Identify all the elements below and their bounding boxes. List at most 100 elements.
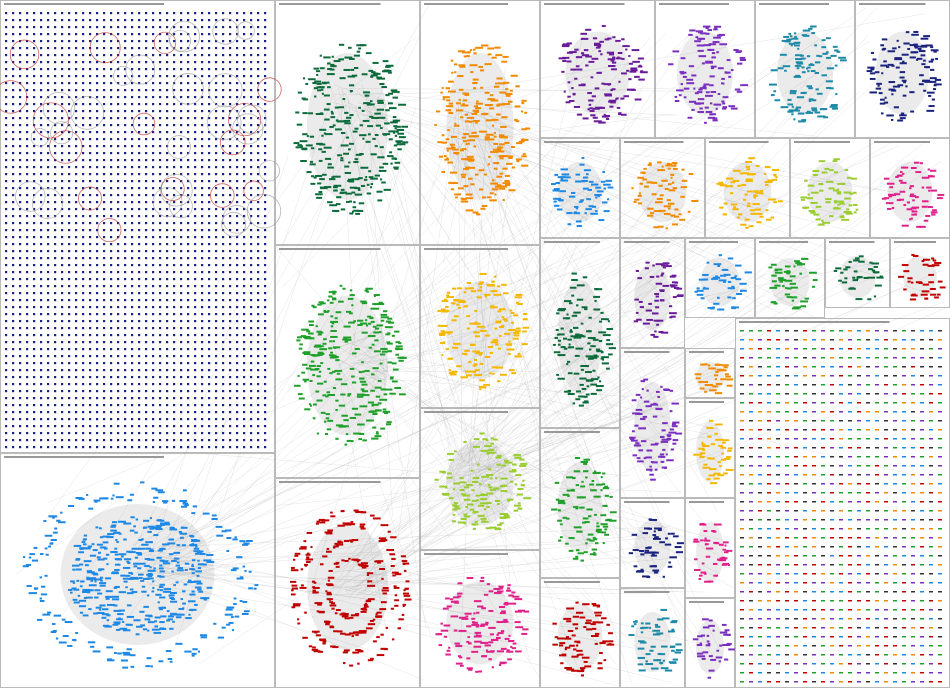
node — [396, 125, 401, 128]
node — [152, 271, 155, 274]
node — [124, 292, 127, 295]
node — [122, 620, 125, 623]
node — [68, 103, 71, 106]
edge — [450, 132, 680, 464]
node — [194, 257, 197, 260]
node — [474, 173, 479, 176]
node — [145, 665, 151, 668]
node — [75, 446, 78, 449]
node — [327, 163, 332, 166]
node — [93, 612, 98, 615]
node — [380, 427, 386, 430]
node — [303, 563, 308, 566]
node — [193, 580, 202, 583]
node — [89, 173, 92, 176]
node — [89, 236, 92, 239]
node — [180, 159, 183, 162]
node — [215, 33, 218, 36]
node — [61, 292, 64, 295]
node — [166, 418, 169, 421]
node — [384, 412, 389, 415]
node — [236, 12, 239, 15]
node — [148, 549, 155, 552]
node — [325, 395, 329, 398]
node — [222, 236, 225, 239]
node — [114, 568, 120, 571]
node — [310, 546, 313, 549]
node — [208, 124, 211, 127]
node — [257, 271, 260, 274]
node — [494, 193, 497, 196]
node — [54, 194, 57, 197]
node — [33, 131, 36, 134]
node — [12, 117, 15, 120]
node — [441, 324, 448, 327]
node — [498, 308, 506, 311]
node — [474, 322, 481, 325]
node — [250, 376, 253, 379]
node — [398, 618, 404, 621]
node — [31, 592, 37, 595]
node — [336, 196, 342, 199]
node — [323, 132, 327, 135]
node — [194, 110, 197, 113]
node — [257, 432, 260, 435]
node — [75, 194, 78, 197]
node — [340, 159, 344, 162]
node — [499, 661, 507, 664]
edge — [454, 6, 878, 457]
node — [26, 236, 29, 239]
node — [469, 64, 478, 67]
node — [110, 285, 113, 288]
node — [43, 520, 47, 523]
node — [229, 320, 232, 323]
node — [138, 313, 141, 316]
node — [47, 285, 50, 288]
node — [194, 166, 197, 169]
node — [180, 75, 183, 78]
node — [215, 292, 218, 295]
node — [82, 411, 85, 414]
node — [696, 44, 705, 47]
node — [365, 176, 368, 179]
node — [110, 47, 113, 50]
node — [122, 666, 129, 669]
node — [19, 208, 22, 211]
node — [243, 26, 246, 29]
node — [117, 383, 120, 386]
node — [145, 446, 148, 449]
node — [33, 348, 36, 351]
node — [323, 56, 331, 59]
node — [173, 418, 176, 421]
node — [452, 488, 456, 491]
node — [374, 327, 380, 330]
node — [392, 96, 399, 99]
node — [40, 397, 43, 400]
node — [117, 131, 120, 134]
node — [222, 54, 225, 57]
node — [166, 33, 169, 36]
node — [180, 327, 183, 330]
node — [19, 404, 22, 407]
node — [173, 40, 176, 43]
node — [175, 581, 179, 584]
node — [188, 613, 191, 616]
node — [215, 278, 218, 281]
node — [178, 607, 184, 610]
node — [173, 271, 176, 274]
node — [110, 497, 114, 500]
node — [297, 336, 303, 339]
node — [12, 404, 15, 407]
node — [180, 96, 183, 99]
node — [566, 42, 573, 45]
node — [26, 243, 29, 246]
node — [125, 586, 128, 589]
node — [489, 488, 497, 491]
edge — [198, 473, 481, 665]
node — [257, 278, 260, 281]
node — [187, 369, 190, 372]
node — [215, 117, 218, 120]
node — [180, 40, 183, 43]
node — [347, 75, 356, 78]
node — [502, 136, 507, 139]
